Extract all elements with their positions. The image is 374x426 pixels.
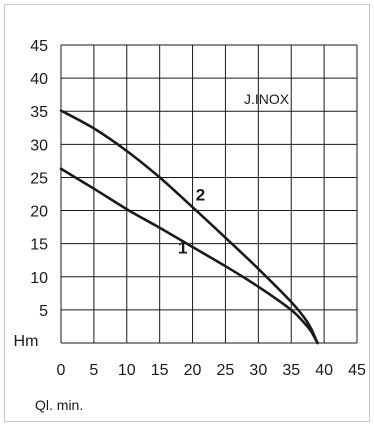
x-tick-label: 45 (348, 362, 366, 379)
y-tick-label: 25 (30, 170, 48, 187)
curve-1 (59, 167, 319, 345)
y-tick-label: 30 (30, 137, 48, 154)
grid (60, 44, 358, 344)
y-tick-label: 45 (30, 38, 48, 55)
curve-labels: 12 (178, 186, 205, 258)
x-tick-label: 25 (217, 362, 235, 379)
y-tick-label: 15 (30, 237, 48, 254)
chart-frame (4, 4, 370, 422)
x-tick-label: 40 (315, 362, 333, 379)
y-tick-label: 20 (30, 204, 48, 221)
x-tick-label: 0 (57, 362, 66, 379)
curves (59, 109, 319, 345)
x-tick-label: 10 (118, 362, 136, 379)
y-tick-label: 5 (39, 303, 48, 320)
y-axis-label: Hm (14, 333, 39, 350)
x-tick-label: 15 (151, 362, 169, 379)
x-tick-label: 20 (184, 362, 202, 379)
model-annotation: J.INOX (244, 91, 290, 107)
x-tick-label: 35 (282, 362, 300, 379)
y-tick-labels: 5 10 15 20 25 30 35 40 45 (30, 38, 48, 320)
y-tick-label: 40 (30, 71, 48, 88)
curve-label-1: 1 (178, 239, 187, 258)
x-axis-label: Ql. min. (35, 397, 83, 413)
x-tick-label: 5 (89, 362, 98, 379)
curve-label-2: 2 (196, 186, 205, 205)
x-tick-label: 30 (249, 362, 267, 379)
y-tick-label: 10 (30, 270, 48, 287)
y-tick-label: 35 (30, 104, 48, 121)
curve-2 (59, 109, 319, 345)
x-tick-labels: 0 5 10 15 20 25 30 35 40 45 (57, 362, 366, 379)
